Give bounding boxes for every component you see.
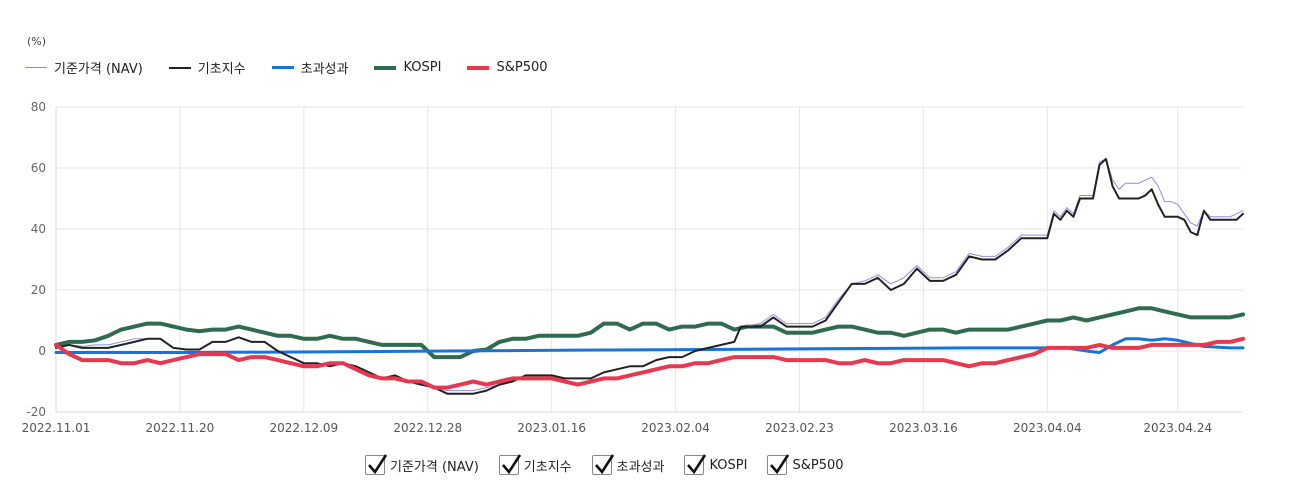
kospi-line-swatch [374,65,397,70]
x-tick-label: 2022.11.20 [146,421,215,435]
toggle-excess[interactable]: 초과성과 [591,454,665,475]
series-line-s-p500 [54,336,1245,390]
checkmark-icon [594,454,614,475]
checkmark-icon [368,454,387,475]
series-line- [55,157,1244,395]
x-tick-label: 2023.04.04 [1013,421,1082,435]
checkbox-nav[interactable] [365,454,387,475]
legend-top: 기준가격 (NAV) 기초지수 초과성과 KOSPI S&P500 [25,58,574,77]
toggle-label-base-index: 기초지수 [523,459,572,475]
legend-label-base-index: 기초지수 [197,62,246,77]
toggle-kospi[interactable]: KOSPI [684,454,748,475]
x-tick-label: 2023.03.16 [889,421,958,435]
nav-line-swatch [25,67,47,68]
legend-label-sp500: S&P500 [496,60,548,75]
checkbox-kospi[interactable] [684,454,707,475]
excess-line-swatch [271,66,294,69]
x-tick-label: 2022.12.28 [393,421,462,435]
toggle-label-nav: 기준가격 (NAV) [390,459,479,475]
x-tick-label: 2023.02.23 [765,421,834,435]
checkmark-icon [687,454,707,475]
checkmark-icon [770,454,790,475]
series-line- [54,337,1245,354]
toggle-base-index[interactable]: 기초지수 [498,454,572,475]
checkmark-icon [501,454,521,475]
toggle-label-kospi: KOSPI [709,457,748,473]
series-line-kospi [54,306,1245,360]
y-tick-label: 40 [31,222,46,236]
x-tick-label: 2022.11.01 [22,421,91,435]
base-index-line-swatch [168,66,191,69]
legend-label-excess: 초과성과 [300,62,349,77]
y-tick-label: -20 [26,405,46,419]
sp500-line-swatch [467,65,490,70]
legend-item-base-index[interactable]: 기초지수 [168,58,246,77]
x-tick-label: 2023.04.24 [1143,421,1212,435]
series-toggle-bar: 기준가격 (NAV) 기초지수 초과성과 KOSPI S&P500 [365,454,864,475]
checkbox-base-index[interactable] [498,454,521,475]
unit-label: (%) [27,35,47,48]
legend-item-sp500[interactable]: S&P500 [467,60,548,75]
legend-item-nav[interactable]: 기준가격 (NAV) [25,58,143,77]
legend-label-kospi: KOSPI [403,60,442,75]
x-tick-label: 2022.12.09 [269,421,338,435]
toggle-sp500[interactable]: S&P500 [767,454,844,475]
y-tick-label: 20 [31,283,46,297]
x-tick-label: 2023.01.16 [517,421,586,435]
y-tick-label: 60 [31,161,46,175]
legend-label-nav: 기준가격 (NAV) [54,62,143,77]
checkbox-sp500[interactable] [767,454,790,475]
toggle-label-excess: 초과성과 [616,459,665,475]
checkbox-excess[interactable] [591,454,614,475]
toggle-nav[interactable]: 기준가격 (NAV) [365,454,479,475]
line-chart: -20 0 20 40 60 80 2022.11.01 2022.11.20 2022.12.… [22,100,1245,435]
legend-item-kospi[interactable]: KOSPI [374,60,441,75]
y-tick-label: 80 [31,100,46,114]
y-tick-label: 0 [38,344,46,358]
legend-item-excess[interactable]: 초과성과 [271,58,349,77]
toggle-label-sp500: S&P500 [792,457,844,473]
x-tick-label: 2023.02.04 [641,421,710,435]
